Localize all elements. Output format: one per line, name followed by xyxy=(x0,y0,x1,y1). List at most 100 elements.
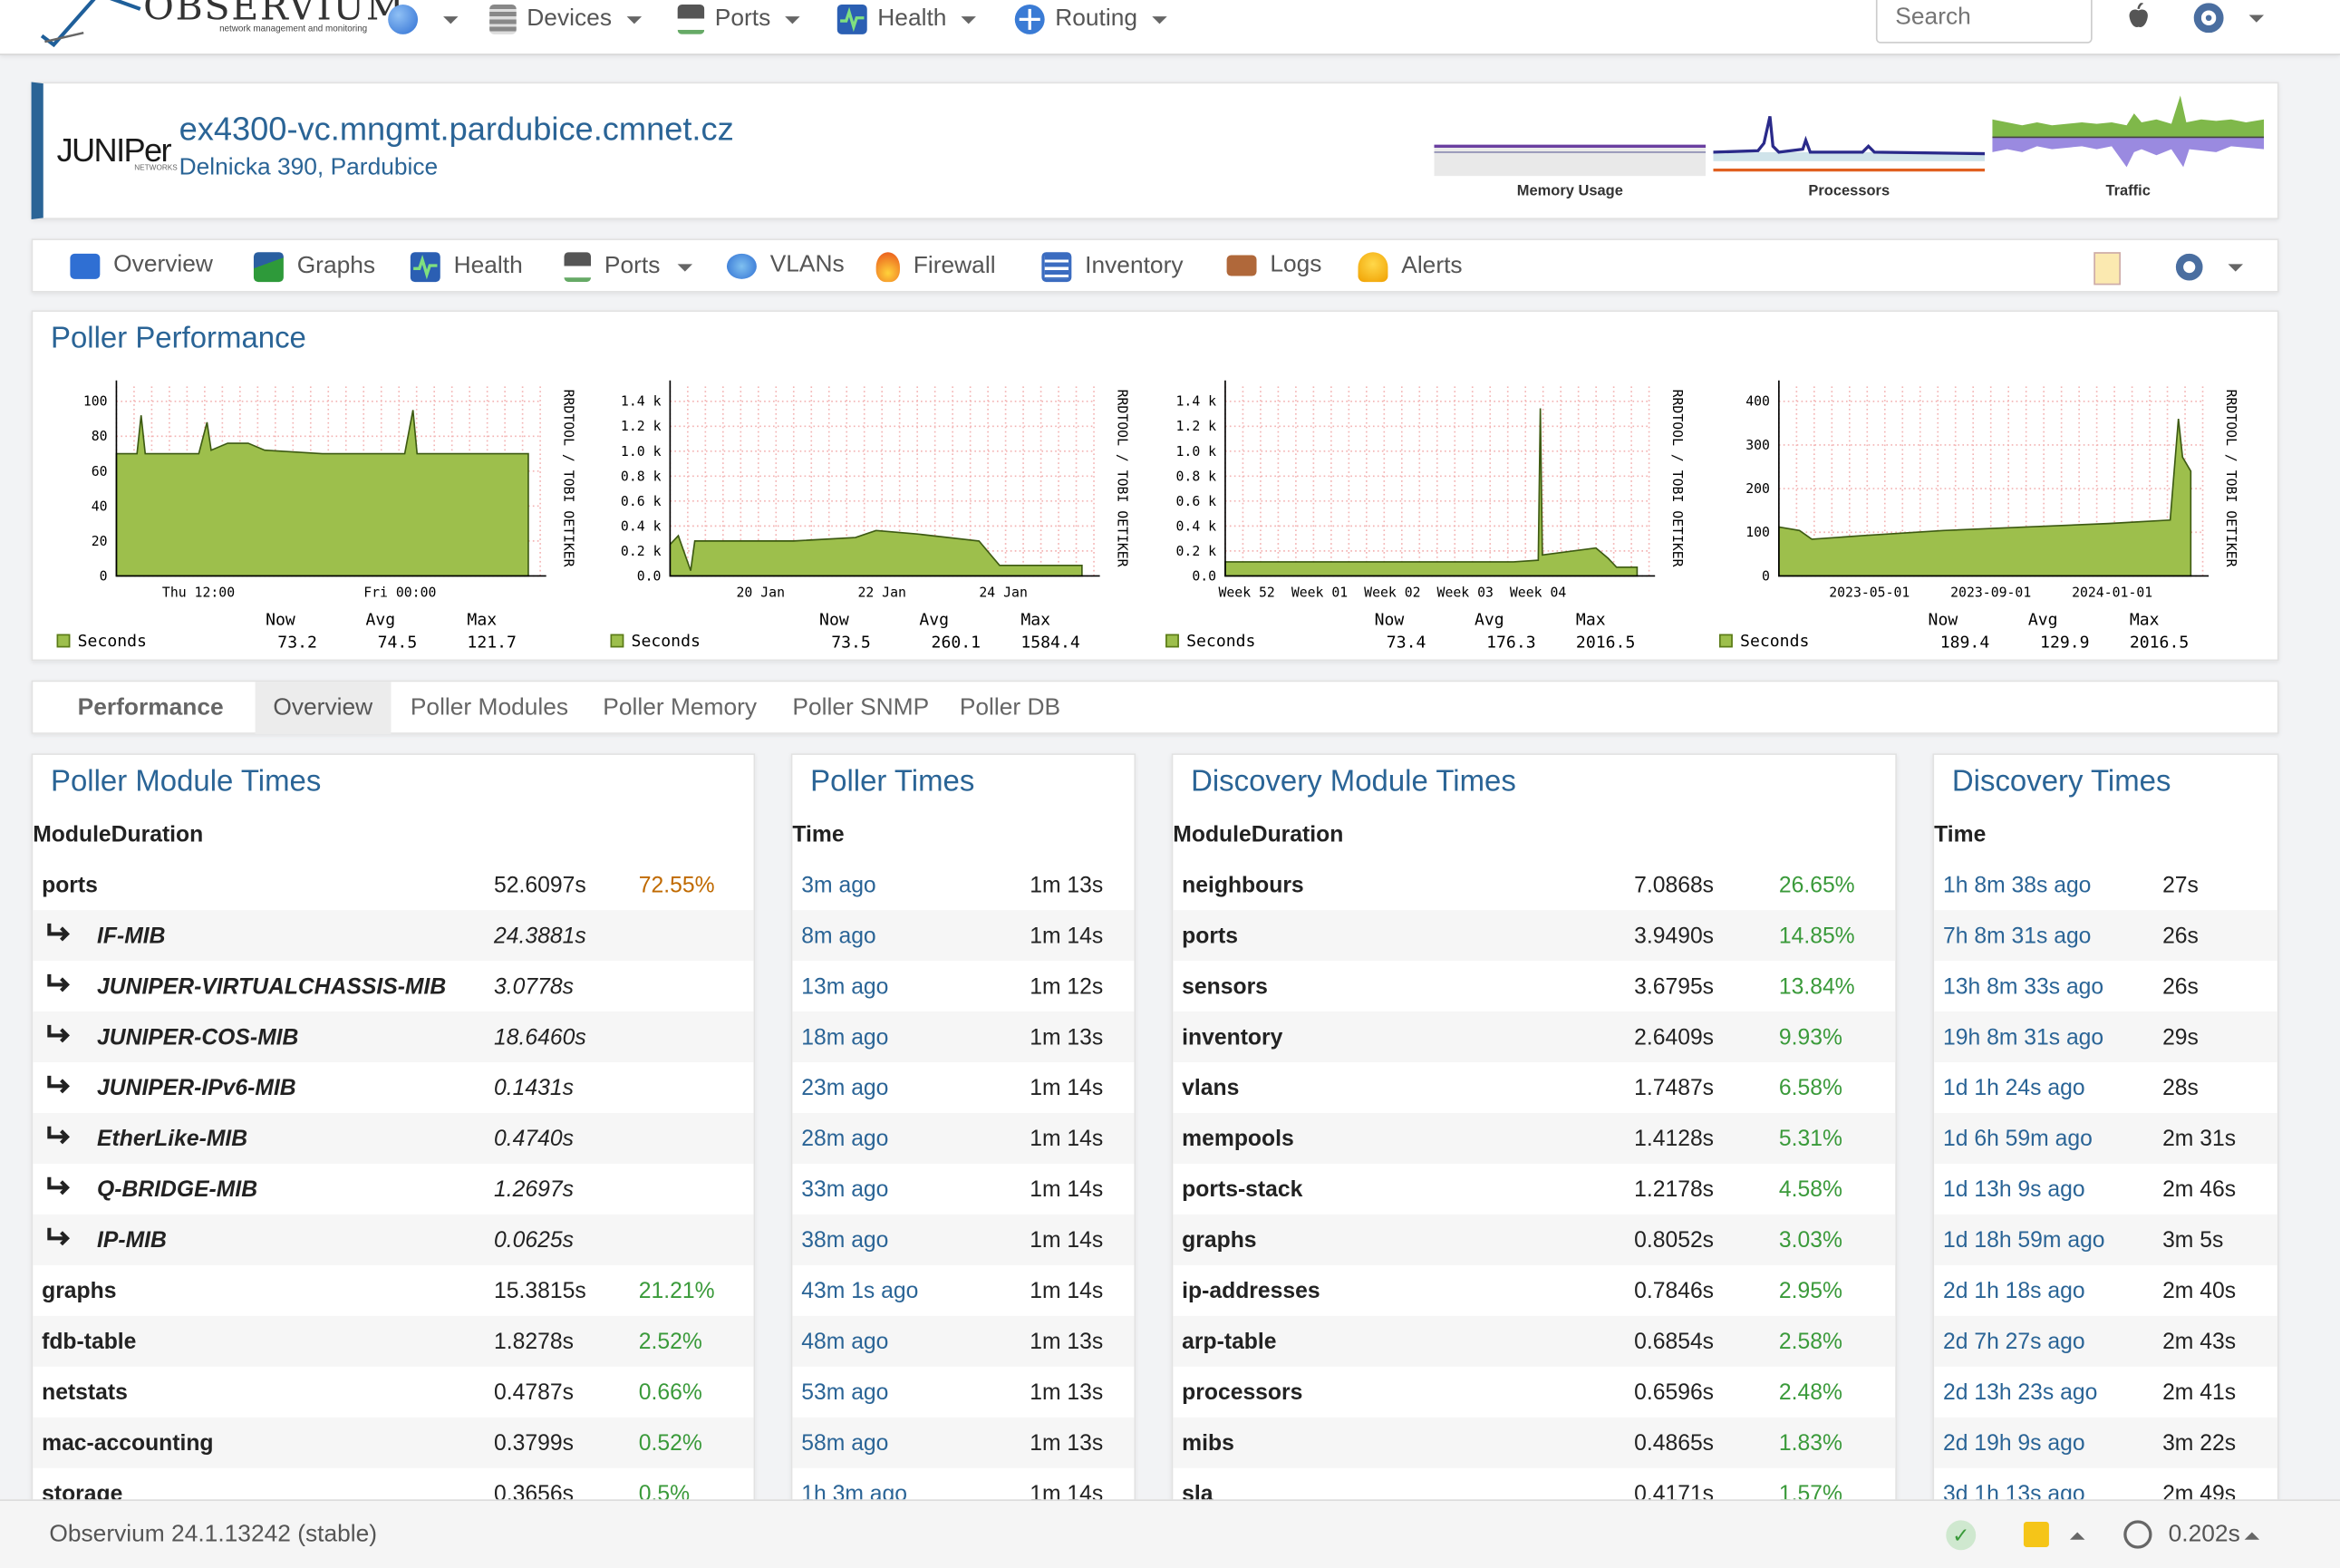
tab-ports[interactable]: Ports xyxy=(564,252,693,283)
table-row[interactable]: netstats 0.4787s 0.66% xyxy=(33,1367,753,1418)
poll-time-link[interactable]: 23m ago xyxy=(801,1075,889,1100)
table-row[interactable]: ports 52.6097s 72.55% xyxy=(33,859,753,910)
poll-time-link[interactable]: 33m ago xyxy=(801,1176,889,1202)
apple-icon[interactable] xyxy=(2127,2,2151,30)
table-row[interactable]: arp-table 0.6854s 2.58% xyxy=(1173,1315,1896,1367)
discovery-time-link[interactable]: 13h 8m 33s ago xyxy=(1943,973,2104,1000)
table-row[interactable]: 7h 8m 31s ago 26s xyxy=(1934,910,2277,962)
table-row[interactable]: 2d 19h 9s ago 3m 22s xyxy=(1934,1417,2277,1468)
discovery-time-link[interactable]: 1d 1h 24s ago xyxy=(1943,1075,2085,1100)
table-row[interactable]: 2d 7h 27s ago 2m 43s xyxy=(1934,1315,2277,1367)
device-hostname[interactable]: ex4300-vc.mngmt.pardubice.cmnet.cz xyxy=(179,110,734,148)
table-row[interactable]: mac-accounting 0.3799s 0.52% xyxy=(33,1417,754,1468)
table-row[interactable]: 1d 13h 9s ago 2m 46s xyxy=(1934,1164,2277,1215)
chevron-up-icon[interactable] xyxy=(2069,1532,2085,1540)
discovery-time-link[interactable]: 19h 8m 31s ago xyxy=(1943,1024,2104,1050)
poll-time-link[interactable]: 3m ago xyxy=(801,872,876,898)
subtab-overview[interactable]: Overview xyxy=(255,682,391,734)
discovery-time-link[interactable]: 2d 19h 9s ago xyxy=(1943,1429,2085,1456)
poller-performance-graph[interactable]: 1.4 k 1.2 k 1.0 k 0.8 k 0.6 k 0.4 k 0.2 k 0.0 We… xyxy=(1154,369,1694,652)
nav-routing[interactable]: Routing xyxy=(1014,0,1167,39)
nav-ports[interactable]: Ports xyxy=(677,0,801,39)
table-row[interactable]: 53m ago 1m 13s xyxy=(792,1367,1134,1418)
chevron-up-icon[interactable] xyxy=(2244,1532,2260,1540)
table-row[interactable]: IF-MIB 24.3881s xyxy=(33,910,754,962)
discovery-time-link[interactable]: 1h 8m 38s ago xyxy=(1943,872,2092,898)
observium-logo[interactable]: OBSERVIUM network management and monitor… xyxy=(39,0,404,48)
processors-sparkline[interactable] xyxy=(1713,108,1986,177)
poller-performance-graph[interactable]: 400 300 200 100 0 2023-05-01 2023-09-01 2024-01… xyxy=(1707,369,2248,652)
poll-time-link[interactable]: 53m ago xyxy=(801,1379,889,1405)
table-row[interactable]: 1h 8m 38s ago 27s xyxy=(1934,859,2277,910)
poll-time-link[interactable]: 48m ago xyxy=(801,1328,889,1354)
table-row[interactable]: 23m ago 1m 14s xyxy=(792,1062,1134,1113)
discovery-time-link[interactable]: 7h 8m 31s ago xyxy=(1943,923,2092,949)
table-row[interactable]: IP-MIB 0.0625s xyxy=(33,1214,754,1265)
table-row[interactable]: fdb-table 1.8278s 2.52% xyxy=(33,1315,754,1367)
table-row[interactable]: inventory 2.6409s 9.93% xyxy=(1173,1011,1896,1063)
poller-performance-graph[interactable]: 1.4 k 1.2 k 1.0 k 0.8 k 0.6 k 0.4 k 0.2 k 0.0 20… xyxy=(598,369,1138,652)
poll-time-link[interactable]: 18m ago xyxy=(801,1024,889,1050)
table-row[interactable]: vlans 1.7487s 6.58% xyxy=(1173,1062,1895,1113)
table-row[interactable]: 28m ago 1m 14s xyxy=(792,1112,1135,1164)
table-row[interactable]: 2d 1h 18s ago 2m 40s xyxy=(1934,1265,2277,1316)
table-row[interactable]: 1d 1h 24s ago 28s xyxy=(1934,1062,2277,1113)
subtab-poller-db[interactable]: Poller DB xyxy=(959,694,1061,721)
table-row[interactable]: Q-BRIDGE-MIB 1.2697s xyxy=(33,1164,753,1215)
tab-overview[interactable]: Overview xyxy=(70,252,213,279)
discovery-time-link[interactable]: 2d 13h 23s ago xyxy=(1943,1379,2098,1405)
table-row[interactable]: ip-addresses 0.7846s 2.95% xyxy=(1173,1265,1895,1316)
table-row[interactable]: 3m ago 1m 13s xyxy=(792,859,1134,910)
table-row[interactable]: 48m ago 1m 13s xyxy=(792,1315,1135,1367)
discovery-time-link[interactable]: 1d 18h 59m ago xyxy=(1943,1226,2105,1253)
discovery-time-link[interactable]: 1d 6h 59m ago xyxy=(1943,1125,2093,1151)
discovery-time-link[interactable]: 2d 7h 27s ago xyxy=(1943,1328,2085,1354)
check-icon[interactable]: ✓ xyxy=(1946,1520,1977,1551)
poll-time-link[interactable]: 43m 1s ago xyxy=(801,1277,919,1303)
table-row[interactable]: neighbours 7.0868s 26.65% xyxy=(1173,859,1895,910)
table-row[interactable]: processors 0.6596s 2.48% xyxy=(1173,1367,1895,1418)
table-row[interactable]: 13h 8m 33s ago 26s xyxy=(1934,961,2277,1011)
table-row[interactable]: 8m ago 1m 14s xyxy=(792,910,1135,962)
table-row[interactable]: 33m ago 1m 14s xyxy=(792,1164,1134,1215)
search-input[interactable] xyxy=(1875,0,2093,44)
subtab-performance[interactable]: Performance xyxy=(77,694,224,721)
table-row[interactable]: JUNIPER-IPv6-MIB 0.1431s xyxy=(33,1062,753,1113)
table-row[interactable]: 38m ago 1m 14s xyxy=(792,1214,1135,1265)
poller-performance-graph[interactable]: 100 80 60 40 20 0 Thu 12:00 Fri 00:00 RRDTOOL / … xyxy=(44,369,585,652)
notepad-icon[interactable] xyxy=(2093,252,2121,286)
table-row[interactable]: mempools 1.4128s 5.31% xyxy=(1173,1112,1896,1164)
table-row[interactable]: 2d 13h 23s ago 2m 41s xyxy=(1934,1367,2277,1418)
table-row[interactable]: graphs 0.8052s 3.03% xyxy=(1173,1214,1896,1265)
globe-menu[interactable] xyxy=(388,0,459,39)
table-row[interactable]: graphs 15.3815s 21.21% xyxy=(33,1265,753,1316)
table-row[interactable]: ports 3.9490s 14.85% xyxy=(1173,910,1896,962)
tab-logs[interactable]: Logs xyxy=(1226,252,1321,279)
device-location[interactable]: Delnicka 390, Pardubice xyxy=(179,155,439,181)
table-row[interactable]: 1d 18h 59m ago 3m 5s xyxy=(1934,1214,2277,1265)
discovery-time-link[interactable]: 1d 13h 9s ago xyxy=(1943,1176,2085,1202)
table-row[interactable]: JUNIPER-COS-MIB 18.6460s xyxy=(33,1011,754,1063)
poll-time-link[interactable]: 58m ago xyxy=(801,1429,889,1456)
table-row[interactable]: EtherLike-MIB 0.4740s xyxy=(33,1112,754,1164)
table-row[interactable]: 1d 6h 59m ago 2m 31s xyxy=(1934,1112,2277,1164)
tab-alerts[interactable]: Alerts xyxy=(1358,252,1463,283)
nav-devices[interactable]: Devices xyxy=(489,0,642,39)
discovery-time-link[interactable]: 2d 1h 18s ago xyxy=(1943,1277,2085,1303)
poll-time-link[interactable]: 38m ago xyxy=(801,1226,889,1253)
subtab-poller-modules[interactable]: Poller Modules xyxy=(410,694,569,721)
tab-inventory[interactable]: Inventory xyxy=(1041,252,1184,283)
table-row[interactable]: 43m 1s ago 1m 14s xyxy=(792,1265,1134,1316)
table-row[interactable]: sensors 3.6795s 13.84% xyxy=(1173,961,1895,1011)
settings-menu[interactable] xyxy=(2193,3,2265,34)
tab-vlans[interactable]: VLANs xyxy=(726,252,845,279)
tab-firewall[interactable]: Firewall xyxy=(875,252,996,283)
poll-time-link[interactable]: 28m ago xyxy=(801,1125,889,1151)
tab-graphs[interactable]: Graphs xyxy=(253,252,375,283)
subtab-poller-memory[interactable]: Poller Memory xyxy=(603,694,758,721)
tab-health[interactable]: Health xyxy=(410,252,523,283)
table-row[interactable]: 18m ago 1m 13s xyxy=(792,1011,1135,1063)
table-row[interactable]: JUNIPER-VIRTUALCHASSIS-MIB 3.0778s xyxy=(33,961,753,1011)
table-row[interactable]: 58m ago 1m 13s xyxy=(792,1417,1135,1468)
device-settings-menu[interactable] xyxy=(2175,253,2243,281)
